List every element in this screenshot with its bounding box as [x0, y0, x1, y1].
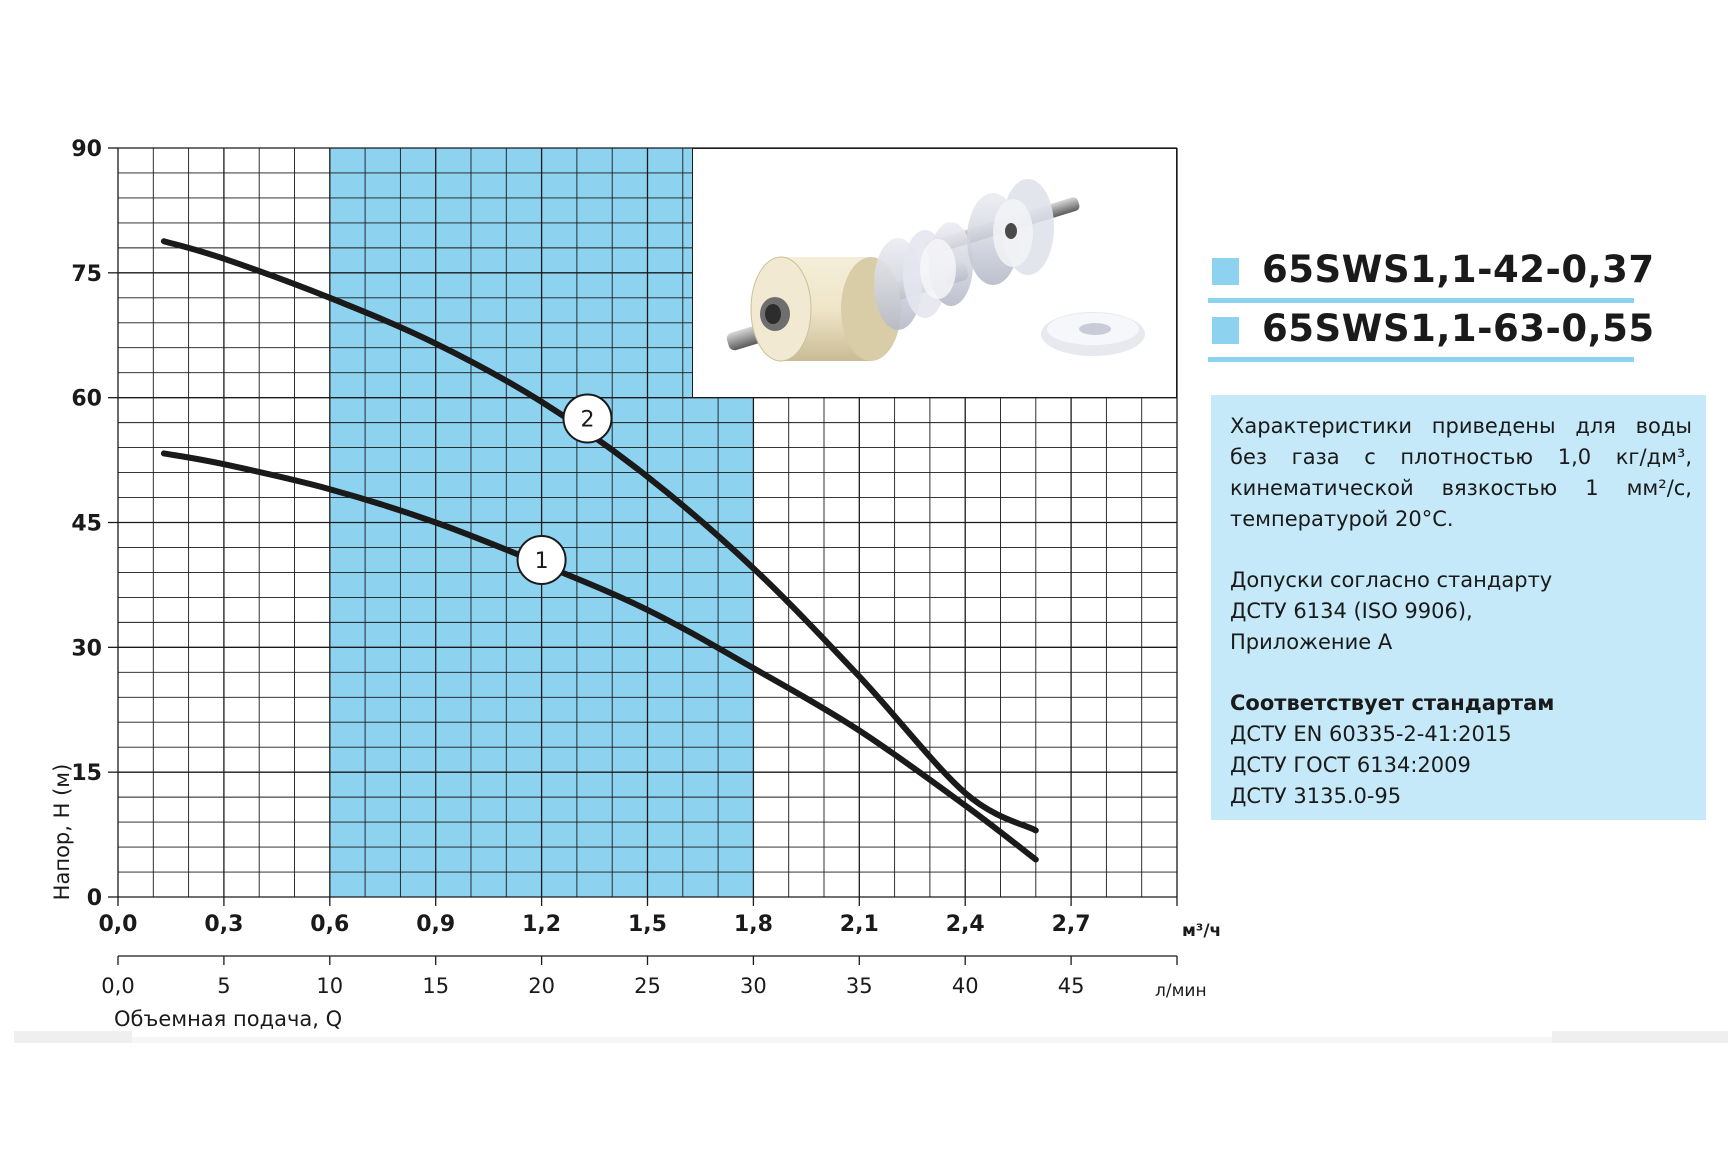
x2-tick-label: 45 [1058, 974, 1085, 998]
x2-tick-label: 5 [217, 974, 230, 998]
x-tick-label: 2,7 [1052, 912, 1091, 937]
legend-item-2: 65SWS1,1-63-0,55 [1208, 303, 1654, 362]
x-tick-label: 2,4 [946, 912, 985, 937]
curve-marker-label-2: 2 [580, 407, 594, 432]
x2-tick-label: 0,0 [101, 974, 134, 998]
y-tick-label: 0 [87, 886, 102, 911]
x2-tick-label: 25 [634, 974, 661, 998]
x-tick-label: 2,1 [840, 912, 879, 937]
x2-tick-label: 35 [846, 974, 873, 998]
x2-tick-label: 30 [740, 974, 767, 998]
x-tick-label: 1,8 [734, 912, 773, 937]
x-unit-secondary: л/мин [1155, 981, 1207, 1001]
x-tick-label: 0,9 [416, 912, 455, 937]
x-tick-label: 1,2 [522, 912, 561, 937]
legend-swatch [1212, 317, 1239, 344]
info-tolerances: Допуски согласно стандарту ДСТУ 6134 (IS… [1230, 565, 1692, 658]
x-tick-label: 0,6 [310, 912, 349, 937]
info-line: ДСТУ 3135.0-95 [1230, 784, 1402, 808]
x-axis-title: Объемная подача, Q [114, 1007, 342, 1031]
legend-label: 65SWS1,1-63-0,55 [1262, 307, 1655, 350]
bottom-divider [1552, 1031, 1728, 1043]
pump-photo [692, 148, 1177, 398]
legend-swatch [1212, 258, 1239, 285]
info-standards: Соответствует стандартам ДСТУ EN 60335-2… [1230, 688, 1692, 812]
y-tick-label: 45 [71, 512, 102, 537]
info-conditions: Характеристики приведены для воды без га… [1230, 414, 1692, 531]
curve-marker-2 [562, 393, 613, 444]
y-tick-label: 15 [71, 761, 102, 786]
x2-tick-label: 15 [422, 974, 449, 998]
bottom-divider [14, 1031, 132, 1043]
y-tick-label: 90 [71, 137, 102, 162]
curve-marker-label-1: 1 [535, 549, 549, 574]
info-line: Допуски согласно стандарту [1230, 568, 1553, 592]
x2-tick-label: 40 [952, 974, 979, 998]
x-tick-label: 0,0 [99, 912, 138, 937]
info-box: Характеристики приведены для воды без га… [1211, 395, 1706, 820]
y-tick-label: 60 [71, 387, 102, 412]
legend: 65SWS1,1-42-0,37 65SWS1,1-63-0,55 [1208, 244, 1654, 362]
x-tick-label: 0,3 [204, 912, 243, 937]
info-line: Приложение А [1230, 630, 1393, 654]
info-line: ДСТУ 6134 (ISO 9906), [1230, 599, 1473, 623]
series-line-2 [160, 238, 1039, 834]
curve-marker-1 [516, 534, 567, 585]
x-tick-label: 1,5 [628, 912, 667, 937]
x2-tick-label: 20 [528, 974, 555, 998]
info-heading: Соответствует стандартам [1230, 691, 1555, 715]
info-line: ДСТУ EN 60335-2-41:2015 [1230, 722, 1512, 746]
bottom-divider [132, 1037, 1552, 1043]
series-line-1 [160, 450, 1039, 863]
x2-tick-label: 10 [316, 974, 343, 998]
legend-item-1: 65SWS1,1-42-0,37 [1208, 244, 1654, 303]
legend-label: 65SWS1,1-42-0,37 [1262, 248, 1655, 291]
y-tick-label: 30 [71, 636, 102, 661]
x-unit-primary: м³/ч [1182, 921, 1221, 941]
y-axis-title: Напор, H (м) [50, 764, 74, 901]
y-tick-label: 75 [71, 262, 102, 287]
info-line: ДСТУ ГОСТ 6134:2009 [1230, 753, 1471, 777]
pump-impeller-assembly-icon [726, 179, 1145, 362]
